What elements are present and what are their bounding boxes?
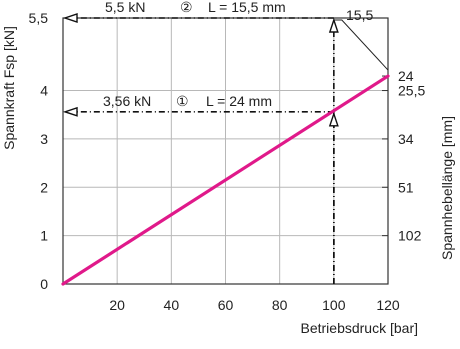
annotation-marker: ① (176, 93, 189, 109)
x-tick-label: 40 (164, 297, 180, 313)
y-tick-label: 3 (40, 131, 48, 147)
y2-tick-label: 24 (398, 68, 414, 84)
y-tick-label: 2 (40, 179, 48, 195)
annotation-up-arrow (328, 111, 339, 127)
annotation-left-arrow (62, 13, 78, 23)
x-tick-label: 20 (109, 297, 125, 313)
annotation-force: 3,56 kN (103, 93, 151, 109)
x-tick-label: 60 (218, 297, 234, 313)
x-tick-label: 100 (322, 297, 346, 313)
annotation-left-arrow (62, 106, 78, 117)
annotation-marker: ② (180, 0, 193, 15)
y-tick-label: 5,5 (29, 10, 49, 26)
annotation-length: L = 15,5 mm (208, 0, 286, 15)
x-tick-label: 80 (272, 297, 288, 313)
x-axis-label: Betriebsdruck [bar] (301, 320, 419, 336)
y-tick-label: 4 (40, 83, 48, 99)
grid (63, 17, 389, 285)
series-layer (61, 74, 390, 286)
annotation-length: L = 24 mm (206, 93, 272, 109)
y2-tick-label: 34 (398, 131, 414, 147)
y-tick-label: 0 (40, 276, 48, 292)
y-axis-label: Spannkraft Fsp [kN] (1, 26, 17, 150)
x-tick-label: 120 (376, 297, 400, 313)
y2-tick-label: 25,5 (398, 83, 425, 99)
y2-tick-label: 51 (398, 179, 414, 195)
annotation-up-arrow (328, 17, 339, 33)
y-tick-label: 1 (40, 228, 48, 244)
y2-tick-label: 15,5 (346, 7, 373, 23)
connector-line (333, 19, 389, 71)
y2-axis-label: Spannhebellänge [mm] (439, 116, 455, 260)
annotations: 5,5 kN ② L = 15,5 mm 3,56 kN ① L = 24 mm (62, 0, 389, 284)
y2-tick-label: 102 (398, 228, 422, 244)
series-line (61, 74, 390, 286)
annotation-force: 5,5 kN (105, 0, 145, 15)
